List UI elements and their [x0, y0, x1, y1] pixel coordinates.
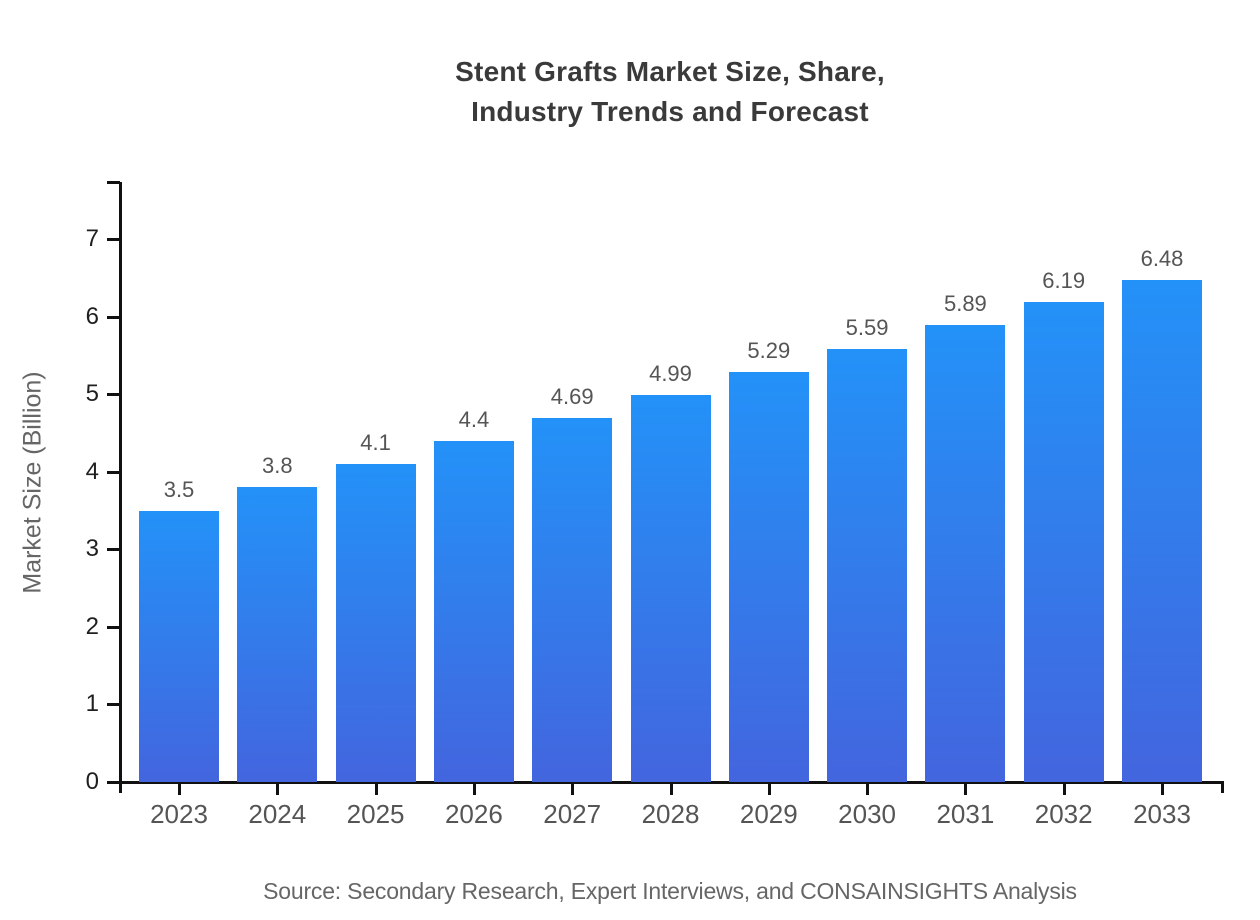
bar-2033[interactable]: [1122, 279, 1202, 782]
x-tick: [1161, 782, 1164, 795]
source-note: Source: Secondary Research, Expert Inter…: [263, 878, 1077, 904]
y-axis-line: [118, 182, 122, 782]
x-tick: [767, 782, 771, 795]
bar-value-label: 6.19: [1042, 268, 1086, 294]
x-tick: [1062, 782, 1066, 795]
y-tick: [107, 781, 120, 784]
bar-2027[interactable]: [532, 418, 613, 782]
bar-2026[interactable]: [433, 440, 514, 782]
bar-2023[interactable]: [139, 510, 219, 782]
x-axis-right-end-cap: [1221, 782, 1224, 793]
x-tick-label: 2029: [739, 799, 798, 829]
x-tick-label: 2031: [936, 799, 995, 829]
y-tick: [107, 548, 120, 552]
bar-value-label: 4.69: [550, 384, 594, 410]
bar-value-label: 6.48: [1140, 245, 1184, 271]
bar-value-label: 3.5: [163, 476, 195, 502]
y-tick-label: 4: [85, 457, 99, 485]
bar-value-label: 3.8: [262, 453, 293, 479]
bar-value-label: 5.89: [943, 291, 987, 317]
y-tick: [107, 393, 120, 397]
y-tick: [107, 470, 120, 474]
y-tick-label: 2: [85, 612, 99, 640]
bar-2031[interactable]: [925, 325, 1006, 782]
x-tick-label: 2026: [444, 799, 503, 829]
x-tick: [669, 782, 673, 795]
y-tick: [107, 703, 120, 707]
bar-2024[interactable]: [237, 487, 318, 782]
x-tick: [178, 782, 181, 795]
chart-title: Stent Grafts Market Size, Share, Industr…: [455, 56, 885, 127]
x-tick-label: 2024: [248, 799, 307, 829]
x-tick-label: 2023: [150, 799, 208, 829]
y-tick: [107, 625, 120, 629]
x-tick: [964, 782, 968, 795]
x-tick-label: 2032: [1034, 799, 1093, 829]
x-tick: [276, 782, 280, 795]
bar-value-label: 5.59: [845, 314, 889, 340]
x-tick-label: 2027: [543, 799, 602, 829]
bar-value-label: 4.4: [458, 406, 490, 432]
bar-2025[interactable]: [335, 464, 416, 782]
x-tick-label: 2033: [1133, 799, 1191, 829]
x-tick: [571, 782, 575, 795]
bar-2032[interactable]: [1023, 302, 1104, 782]
bar-value-label: 4.1: [360, 430, 391, 456]
x-tick: [472, 782, 476, 795]
y-tick-label: 6: [85, 302, 99, 330]
bar-value-label: 4.99: [649, 361, 692, 387]
x-tick-label: 2030: [838, 799, 897, 829]
y-tick-label: 5: [85, 380, 99, 408]
y-tick-label: 7: [85, 225, 99, 253]
x-tick-label: 2025: [346, 799, 405, 829]
x-tick: [866, 782, 870, 795]
x-axis-left-end-cap: [119, 782, 122, 793]
x-tick-label: 2028: [641, 799, 700, 829]
y-tick-label: 1: [85, 690, 99, 718]
bar-value-label: 5.29: [747, 337, 791, 363]
bar-2028[interactable]: [630, 395, 711, 782]
y-axis-end-cap: [107, 181, 120, 184]
y-tick-label: 0: [85, 768, 99, 795]
y-tick-label: 3: [85, 535, 99, 563]
bar-2030[interactable]: [827, 348, 908, 782]
y-tick: [107, 315, 120, 319]
bar-2029[interactable]: [728, 371, 809, 782]
y-tick: [107, 238, 120, 242]
x-tick: [374, 782, 378, 795]
